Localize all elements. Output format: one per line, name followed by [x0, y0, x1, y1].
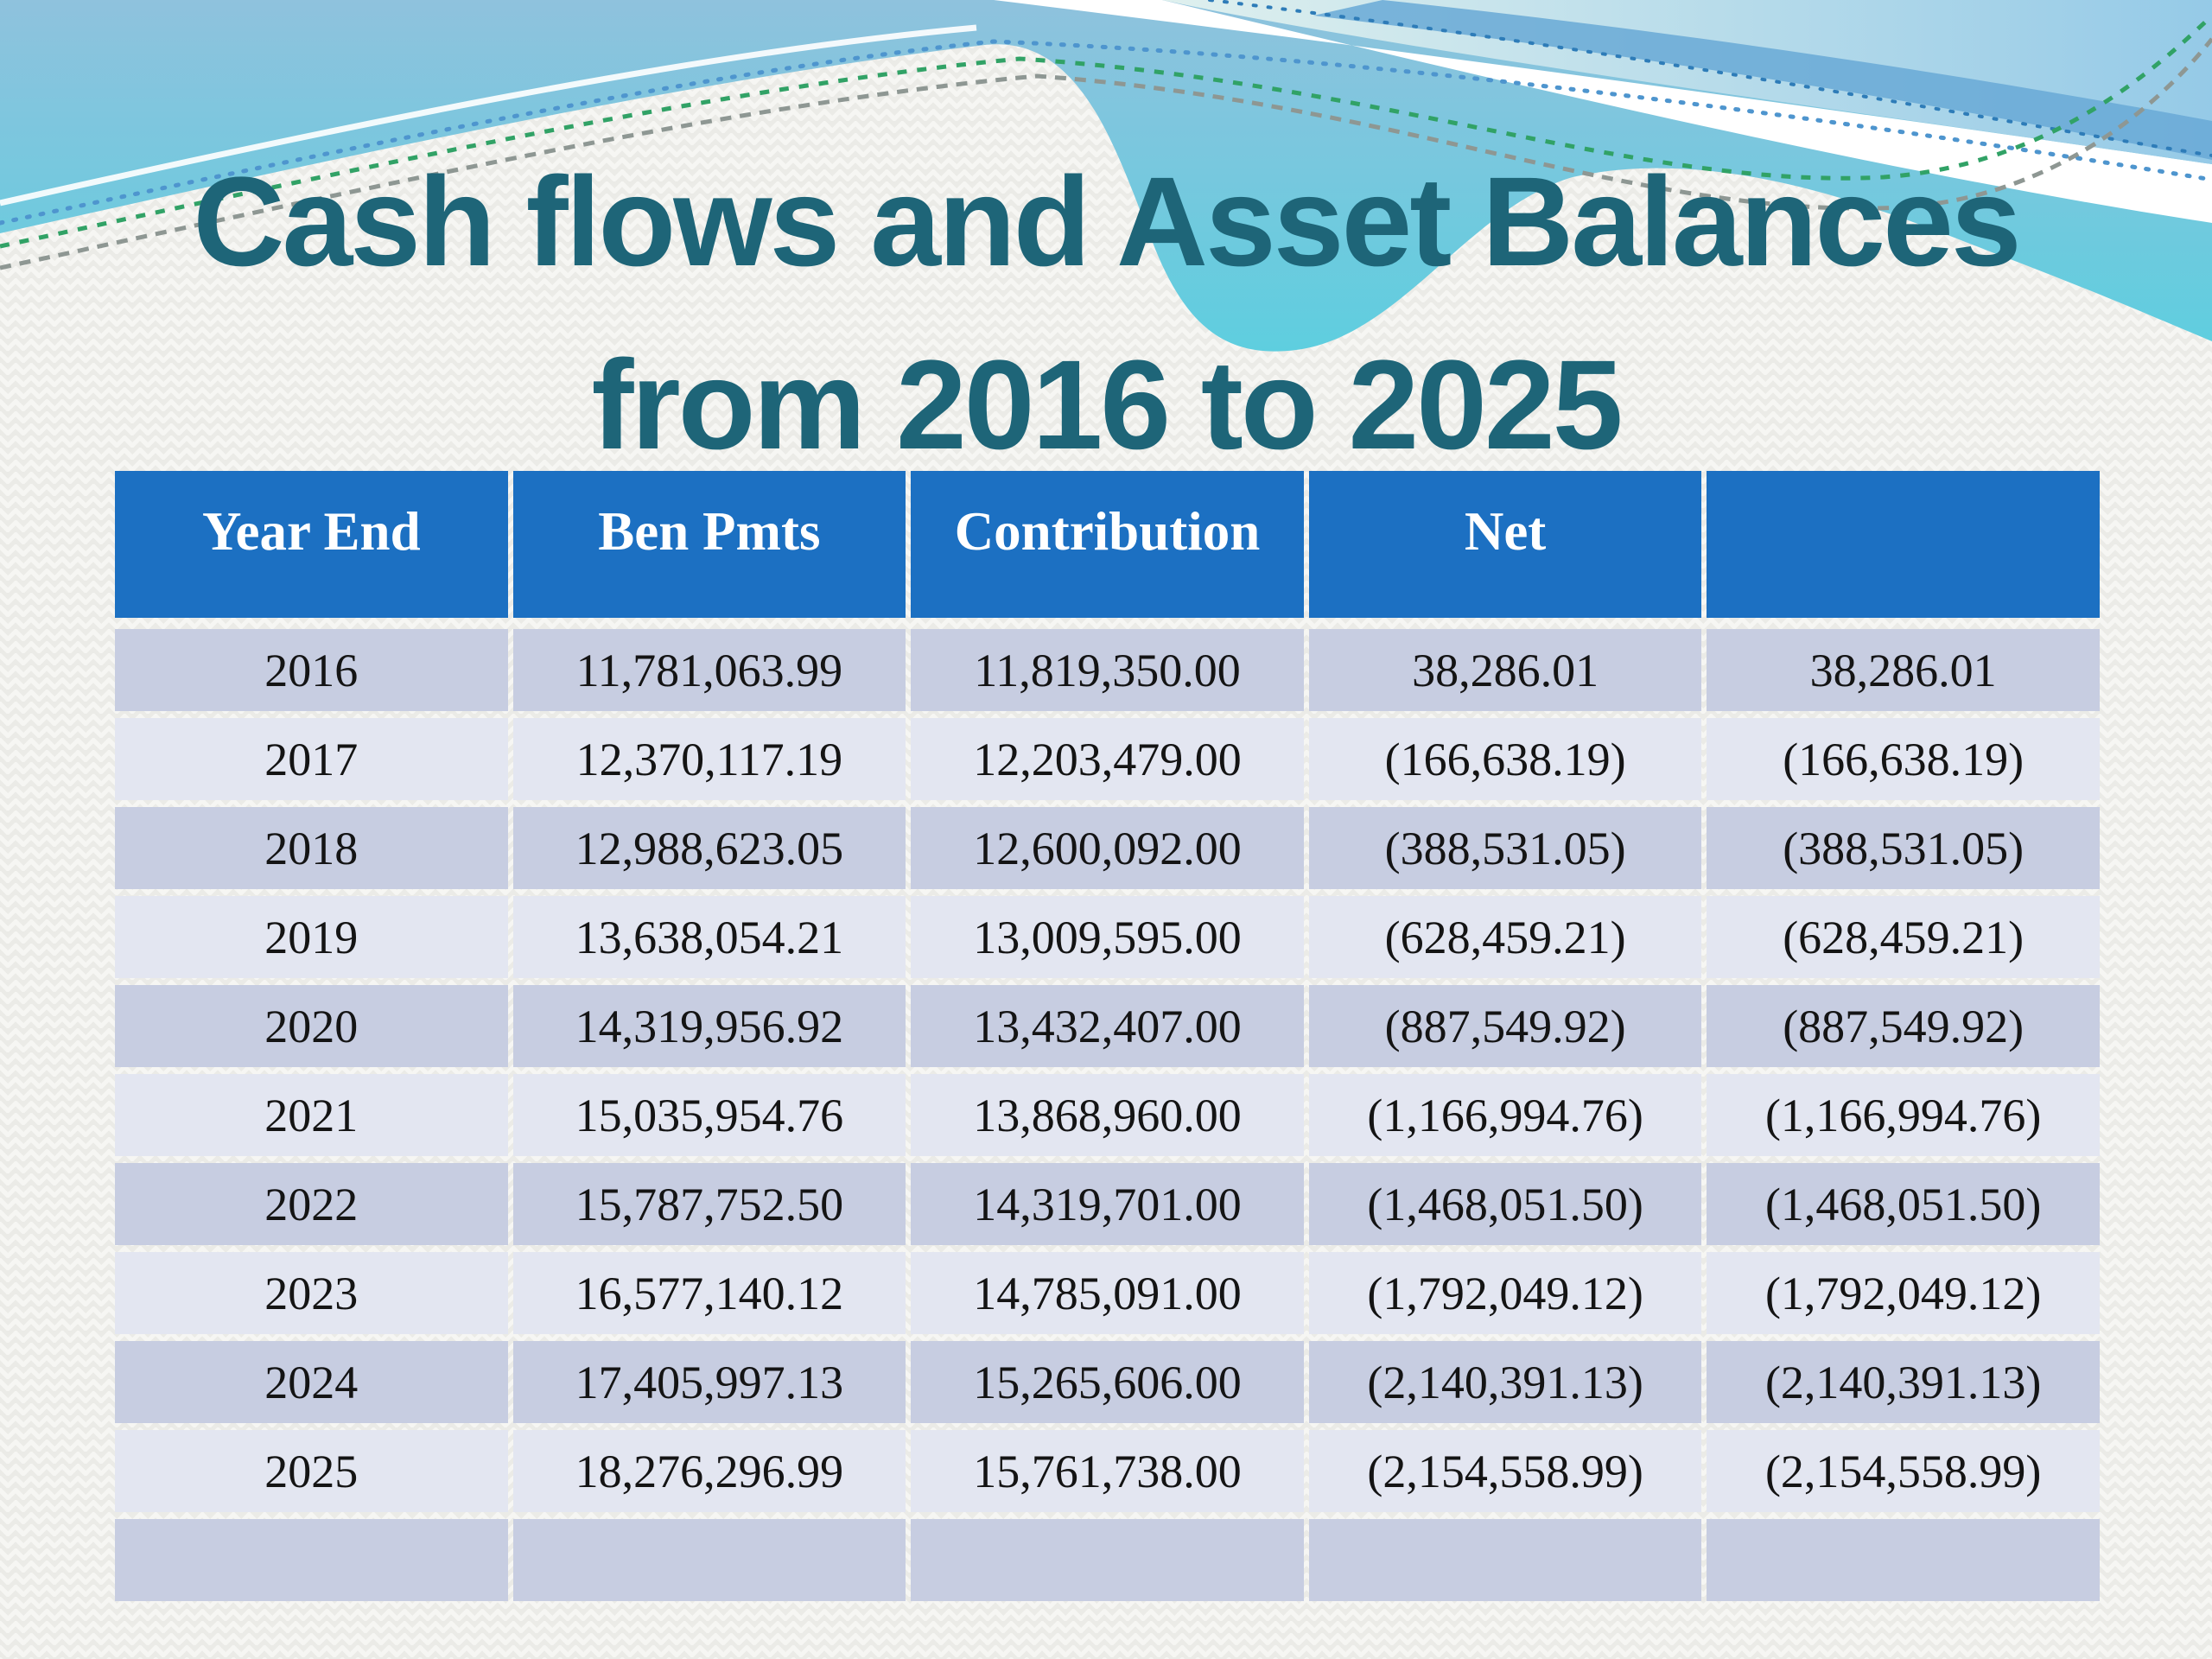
table-cell: 2019 — [115, 896, 508, 978]
table-cell: 13,868,960.00 — [911, 1074, 1304, 1156]
table-cell: 14,785,091.00 — [911, 1252, 1304, 1334]
table-cell: (388,531.05) — [1707, 807, 2100, 889]
title-line-1: Cash flows and Asset Balances — [193, 151, 2021, 293]
table-cell: 2020 — [115, 985, 508, 1067]
table-cell: (2,154,558.99) — [1707, 1430, 2100, 1512]
title-line-2: from 2016 to 2025 — [591, 334, 1624, 476]
table-row: 2021 15,035,954.76 13,868,960.00 (1,166,994… — [115, 1074, 2100, 1156]
table-cell: 14,319,956.92 — [512, 985, 906, 1067]
table-cell: (1,792,049.12) — [1707, 1252, 2100, 1334]
table-cell — [911, 1519, 1304, 1601]
table-cell: (887,549.92) — [1308, 985, 1702, 1067]
table-cell: 15,787,752.50 — [512, 1163, 906, 1245]
table-cell: 2018 — [115, 807, 508, 889]
table-header-row: Year End Ben Pmts Contribution Net — [115, 471, 2100, 618]
table-cell: (2,140,391.13) — [1707, 1341, 2100, 1423]
table-cell — [512, 1519, 906, 1601]
table-cell: 12,600,092.00 — [911, 807, 1304, 889]
table-cell: 2016 — [115, 629, 508, 711]
table-cell: 12,203,479.00 — [911, 718, 1304, 800]
table-cell: (887,549.92) — [1707, 985, 2100, 1067]
table-cell — [115, 1519, 508, 1601]
table-cell: 15,035,954.76 — [512, 1074, 906, 1156]
table-cell — [1707, 1519, 2100, 1601]
table-header-cell: Year End — [115, 471, 508, 618]
table-cell: (166,638.19) — [1308, 718, 1702, 800]
table-cell: (166,638.19) — [1707, 718, 2100, 800]
table-header-cell: Contribution — [911, 471, 1304, 618]
cashflow-table: Year End Ben Pmts Contribution Net 2016 11,78… — [115, 471, 2100, 1608]
table-cell: 2021 — [115, 1074, 508, 1156]
table-cell: (1,166,994.76) — [1308, 1074, 1702, 1156]
table-cell: (1,468,051.50) — [1308, 1163, 1702, 1245]
table-row: 2025 18,276,296.99 15,761,738.00 (2,154,558… — [115, 1430, 2100, 1512]
table-cell: 16,577,140.12 — [512, 1252, 906, 1334]
table-cell: 17,405,997.13 — [512, 1341, 906, 1423]
table-cell: (1,468,051.50) — [1707, 1163, 2100, 1245]
table-cell: 2023 — [115, 1252, 508, 1334]
table-cell: 18,276,296.99 — [512, 1430, 906, 1512]
table-cell: 2017 — [115, 718, 508, 800]
table-row — [115, 1519, 2100, 1601]
table-cell: (1,792,049.12) — [1308, 1252, 1702, 1334]
table-cell: 12,370,117.19 — [512, 718, 906, 800]
table-cell: 15,761,738.00 — [911, 1430, 1304, 1512]
slide-title: Cash flows and Asset Balances from 2016 … — [0, 131, 2212, 497]
table-cell: (388,531.05) — [1308, 807, 1702, 889]
table-row: 2023 16,577,140.12 14,785,091.00 (1,792,049… — [115, 1252, 2100, 1334]
table-cell: (2,154,558.99) — [1308, 1430, 1702, 1512]
table-row: 2019 13,638,054.21 13,009,595.00 (628,459.2… — [115, 896, 2100, 978]
table-cell: 2025 — [115, 1430, 508, 1512]
table-cell: 11,819,350.00 — [911, 629, 1304, 711]
table-cell: 13,009,595.00 — [911, 896, 1304, 978]
table-row: 2024 17,405,997.13 15,265,606.00 (2,140,391… — [115, 1341, 2100, 1423]
table-row: 2017 12,370,117.19 12,203,479.00 (166,638.1… — [115, 718, 2100, 800]
table-header-cell: Ben Pmts — [512, 471, 906, 618]
table-row: 2016 11,781,063.99 11,819,350.00 38,286.01 3… — [115, 629, 2100, 711]
table-cell: 13,638,054.21 — [512, 896, 906, 978]
table-cell: 11,781,063.99 — [512, 629, 906, 711]
table-cell: (628,459.21) — [1707, 896, 2100, 978]
table-row: 2020 14,319,956.92 13,432,407.00 (887,549.9… — [115, 985, 2100, 1067]
table-header-cell: Net — [1308, 471, 1702, 618]
table-cell: (628,459.21) — [1308, 896, 1702, 978]
table-cell: 38,286.01 — [1707, 629, 2100, 711]
table-cell: 2024 — [115, 1341, 508, 1423]
table-row: 2022 15,787,752.50 14,319,701.00 (1,468,051… — [115, 1163, 2100, 1245]
table-cell: 15,265,606.00 — [911, 1341, 1304, 1423]
table-cell: (1,166,994.76) — [1707, 1074, 2100, 1156]
table-cell: 2022 — [115, 1163, 508, 1245]
table-cell: 14,319,701.00 — [911, 1163, 1304, 1245]
table-cell — [1308, 1519, 1702, 1601]
table-cell: 13,432,407.00 — [911, 985, 1304, 1067]
table-cell: (2,140,391.13) — [1308, 1341, 1702, 1423]
table-cell: 38,286.01 — [1308, 629, 1702, 711]
table-row: 2018 12,988,623.05 12,600,092.00 (388,531.0… — [115, 807, 2100, 889]
table-header-cell — [1707, 471, 2100, 618]
table-cell: 12,988,623.05 — [512, 807, 906, 889]
